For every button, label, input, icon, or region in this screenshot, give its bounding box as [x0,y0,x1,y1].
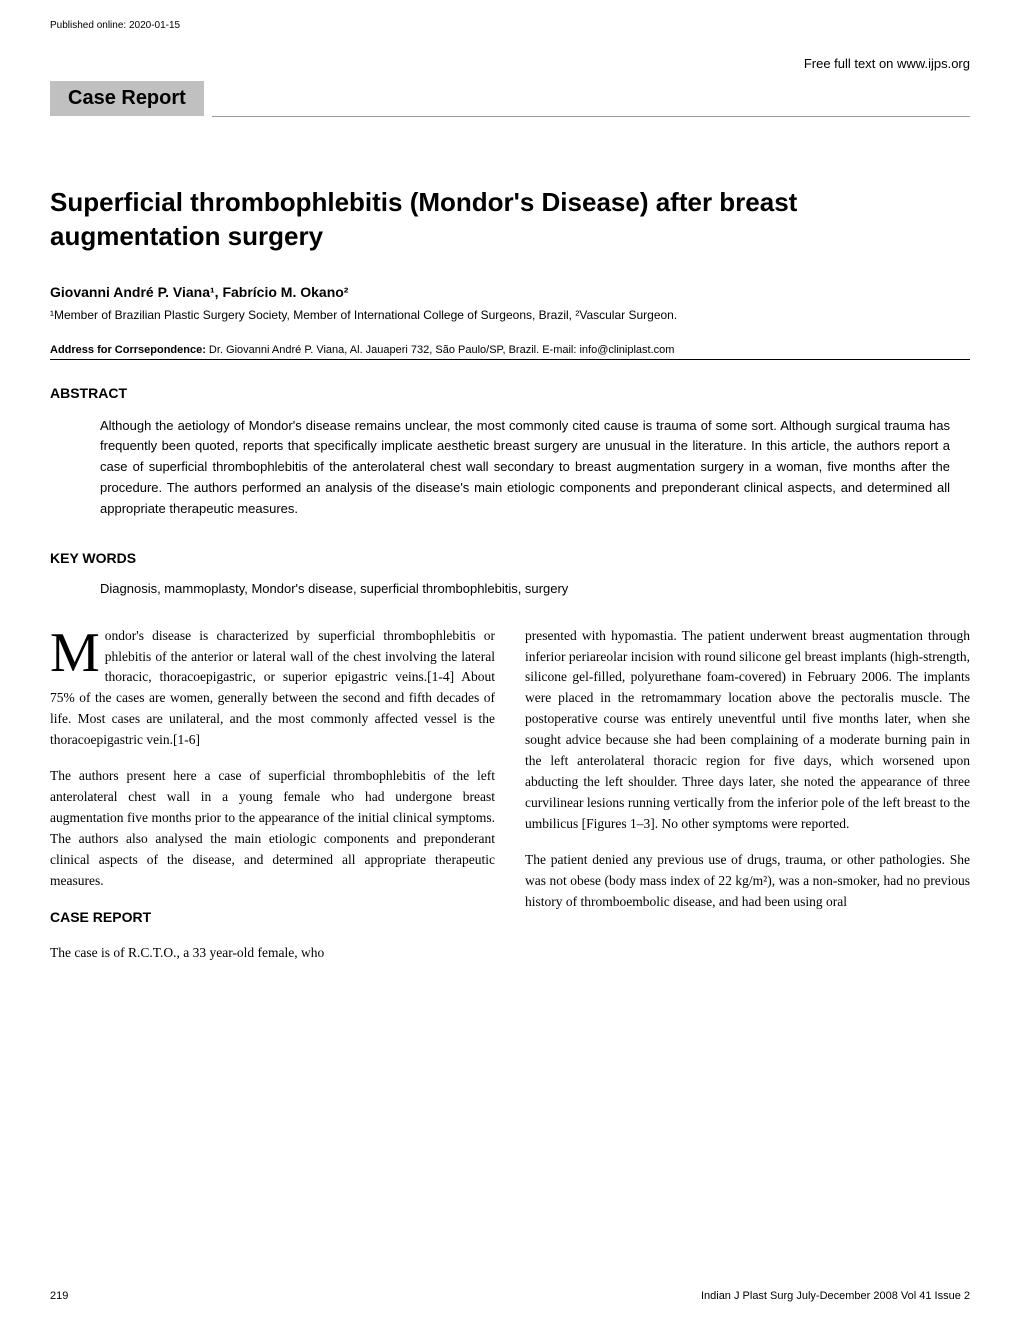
para5: The patient denied any previous use of d… [525,850,970,913]
case-report-section-heading: CASE REPORT [50,907,495,929]
journal-info: Indian J Plast Surg July-December 2008 V… [701,1290,970,1302]
abstract-heading: ABSTRACT [50,385,970,401]
correspondence-label: Address for Corrsepondence: [50,344,206,356]
abstract-text: Although the aetiology of Mondor's disea… [100,416,950,520]
para2: The authors present here a case of super… [50,766,495,892]
left-column: Mondor's disease is characterized by sup… [50,626,495,980]
correspondence: Address for Corrsepondence: Dr. Giovanni… [50,344,970,356]
para4: presented with hypomastia. The patient u… [525,626,970,835]
para1-text: ondor's disease is characterized by supe… [50,628,495,748]
intro-paragraph: Mondor's disease is characterized by sup… [50,626,495,752]
free-text-link: Free full text on www.ijps.org [50,56,970,71]
page-number: 219 [50,1290,68,1302]
published-online-text: Published online: 2020-01-15 [50,20,970,31]
case-report-box: Case Report [50,81,204,116]
header-divider [212,116,970,117]
para3: The case is of R.C.T.O., a 33 year-old f… [50,943,495,964]
drop-cap: M [50,626,105,678]
page-footer: 219 Indian J Plast Surg July-December 20… [50,1290,970,1302]
keywords-text: Diagnosis, mammoplasty, Mondor's disease… [100,581,970,596]
case-report-header: Case Report [50,81,970,151]
article-title: Superficial thrombophlebitis (Mondor's D… [50,186,970,254]
right-column: presented with hypomastia. The patient u… [525,626,970,980]
correspondence-text: Dr. Giovanni André P. Viana, Al. Jauaper… [206,344,675,356]
authors: Giovanni André P. Viana¹, Fabrício M. Ok… [50,284,970,300]
affiliations: ¹Member of Brazilian Plastic Surgery Soc… [50,308,970,322]
keywords-heading: KEY WORDS [50,550,970,566]
body-columns: Mondor's disease is characterized by sup… [50,626,970,980]
divider-line [50,359,970,360]
